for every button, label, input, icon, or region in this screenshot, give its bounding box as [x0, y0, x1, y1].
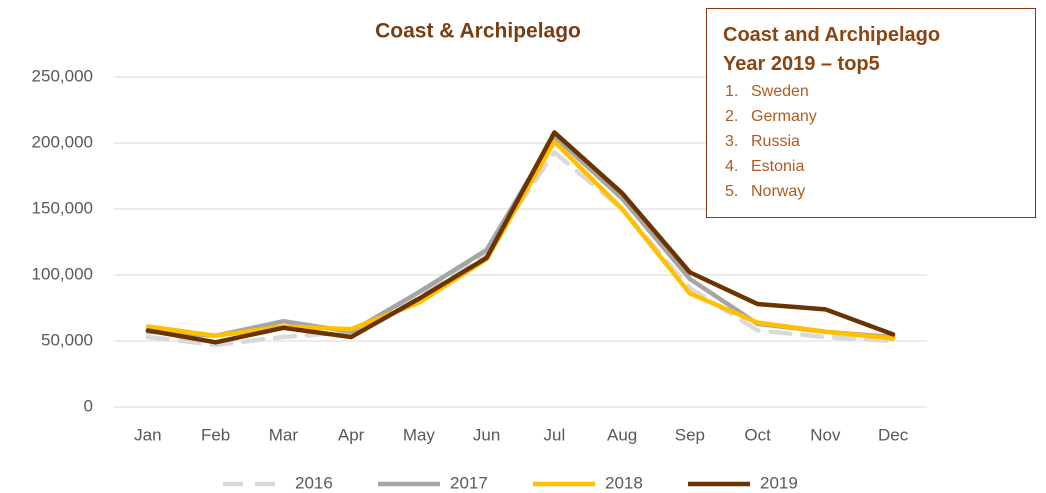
- item-name: Germany: [751, 108, 817, 125]
- line-series: [145, 130, 896, 345]
- y-tick-label: 200,000: [32, 132, 93, 151]
- y-tick-label: 50,000: [41, 330, 93, 349]
- item-number: 3.: [725, 133, 739, 150]
- y-tick-label: 0: [84, 396, 93, 415]
- x-tick-label: May: [403, 425, 436, 444]
- annotation-item: 3. Russia: [723, 129, 1019, 154]
- item-name: Norway: [751, 183, 806, 200]
- y-tick-label: 100,000: [32, 264, 93, 283]
- x-tick-label: Jul: [544, 425, 566, 444]
- x-tick-label: Feb: [201, 425, 230, 444]
- legend-label: 2019: [760, 473, 798, 492]
- x-tick-label: Apr: [338, 425, 365, 444]
- item-name: Sweden: [751, 83, 809, 100]
- item-number: 5.: [725, 183, 739, 200]
- item-name: Estonia: [751, 158, 805, 175]
- x-tick-label: Aug: [607, 425, 637, 444]
- x-tick-label: Sep: [675, 425, 705, 444]
- legend-label: 2017: [450, 473, 488, 492]
- item-number: 4.: [725, 158, 739, 175]
- item-number: 1.: [725, 83, 739, 100]
- annotation-list: 1. Sweden 2. Germany 3. Russia 4. Estonia 5. Norw…: [723, 79, 1019, 204]
- y-tick-label: 250,000: [32, 66, 93, 85]
- annotation-box: Coast and Archipelago Year 2019 – top5 1…: [706, 8, 1036, 218]
- annotation-item: 2. Germany: [723, 104, 1019, 129]
- x-tick-label: Mar: [269, 425, 299, 444]
- legend-label: 2018: [605, 473, 643, 492]
- x-tick-label: Jun: [473, 425, 500, 444]
- annotation-item: 4. Estonia: [723, 154, 1019, 179]
- y-tick-label: 150,000: [32, 198, 93, 217]
- x-tick-label: Dec: [878, 425, 909, 444]
- x-tick-label: Oct: [744, 425, 771, 444]
- item-number: 2.: [725, 108, 739, 125]
- annotation-item: 5. Norway: [723, 179, 1019, 204]
- x-tick-label: Jan: [134, 425, 161, 444]
- annotation-item: 1. Sweden: [723, 79, 1019, 104]
- x-tick-label: Nov: [810, 425, 841, 444]
- annotation-title: Year 2019 – top5: [723, 53, 880, 75]
- chart-title: Coast & Archipelago: [375, 20, 581, 43]
- legend-label: 2016: [295, 473, 333, 492]
- annotation-title: Coast and Archipelago: [723, 24, 941, 46]
- item-name: Russia: [751, 133, 800, 150]
